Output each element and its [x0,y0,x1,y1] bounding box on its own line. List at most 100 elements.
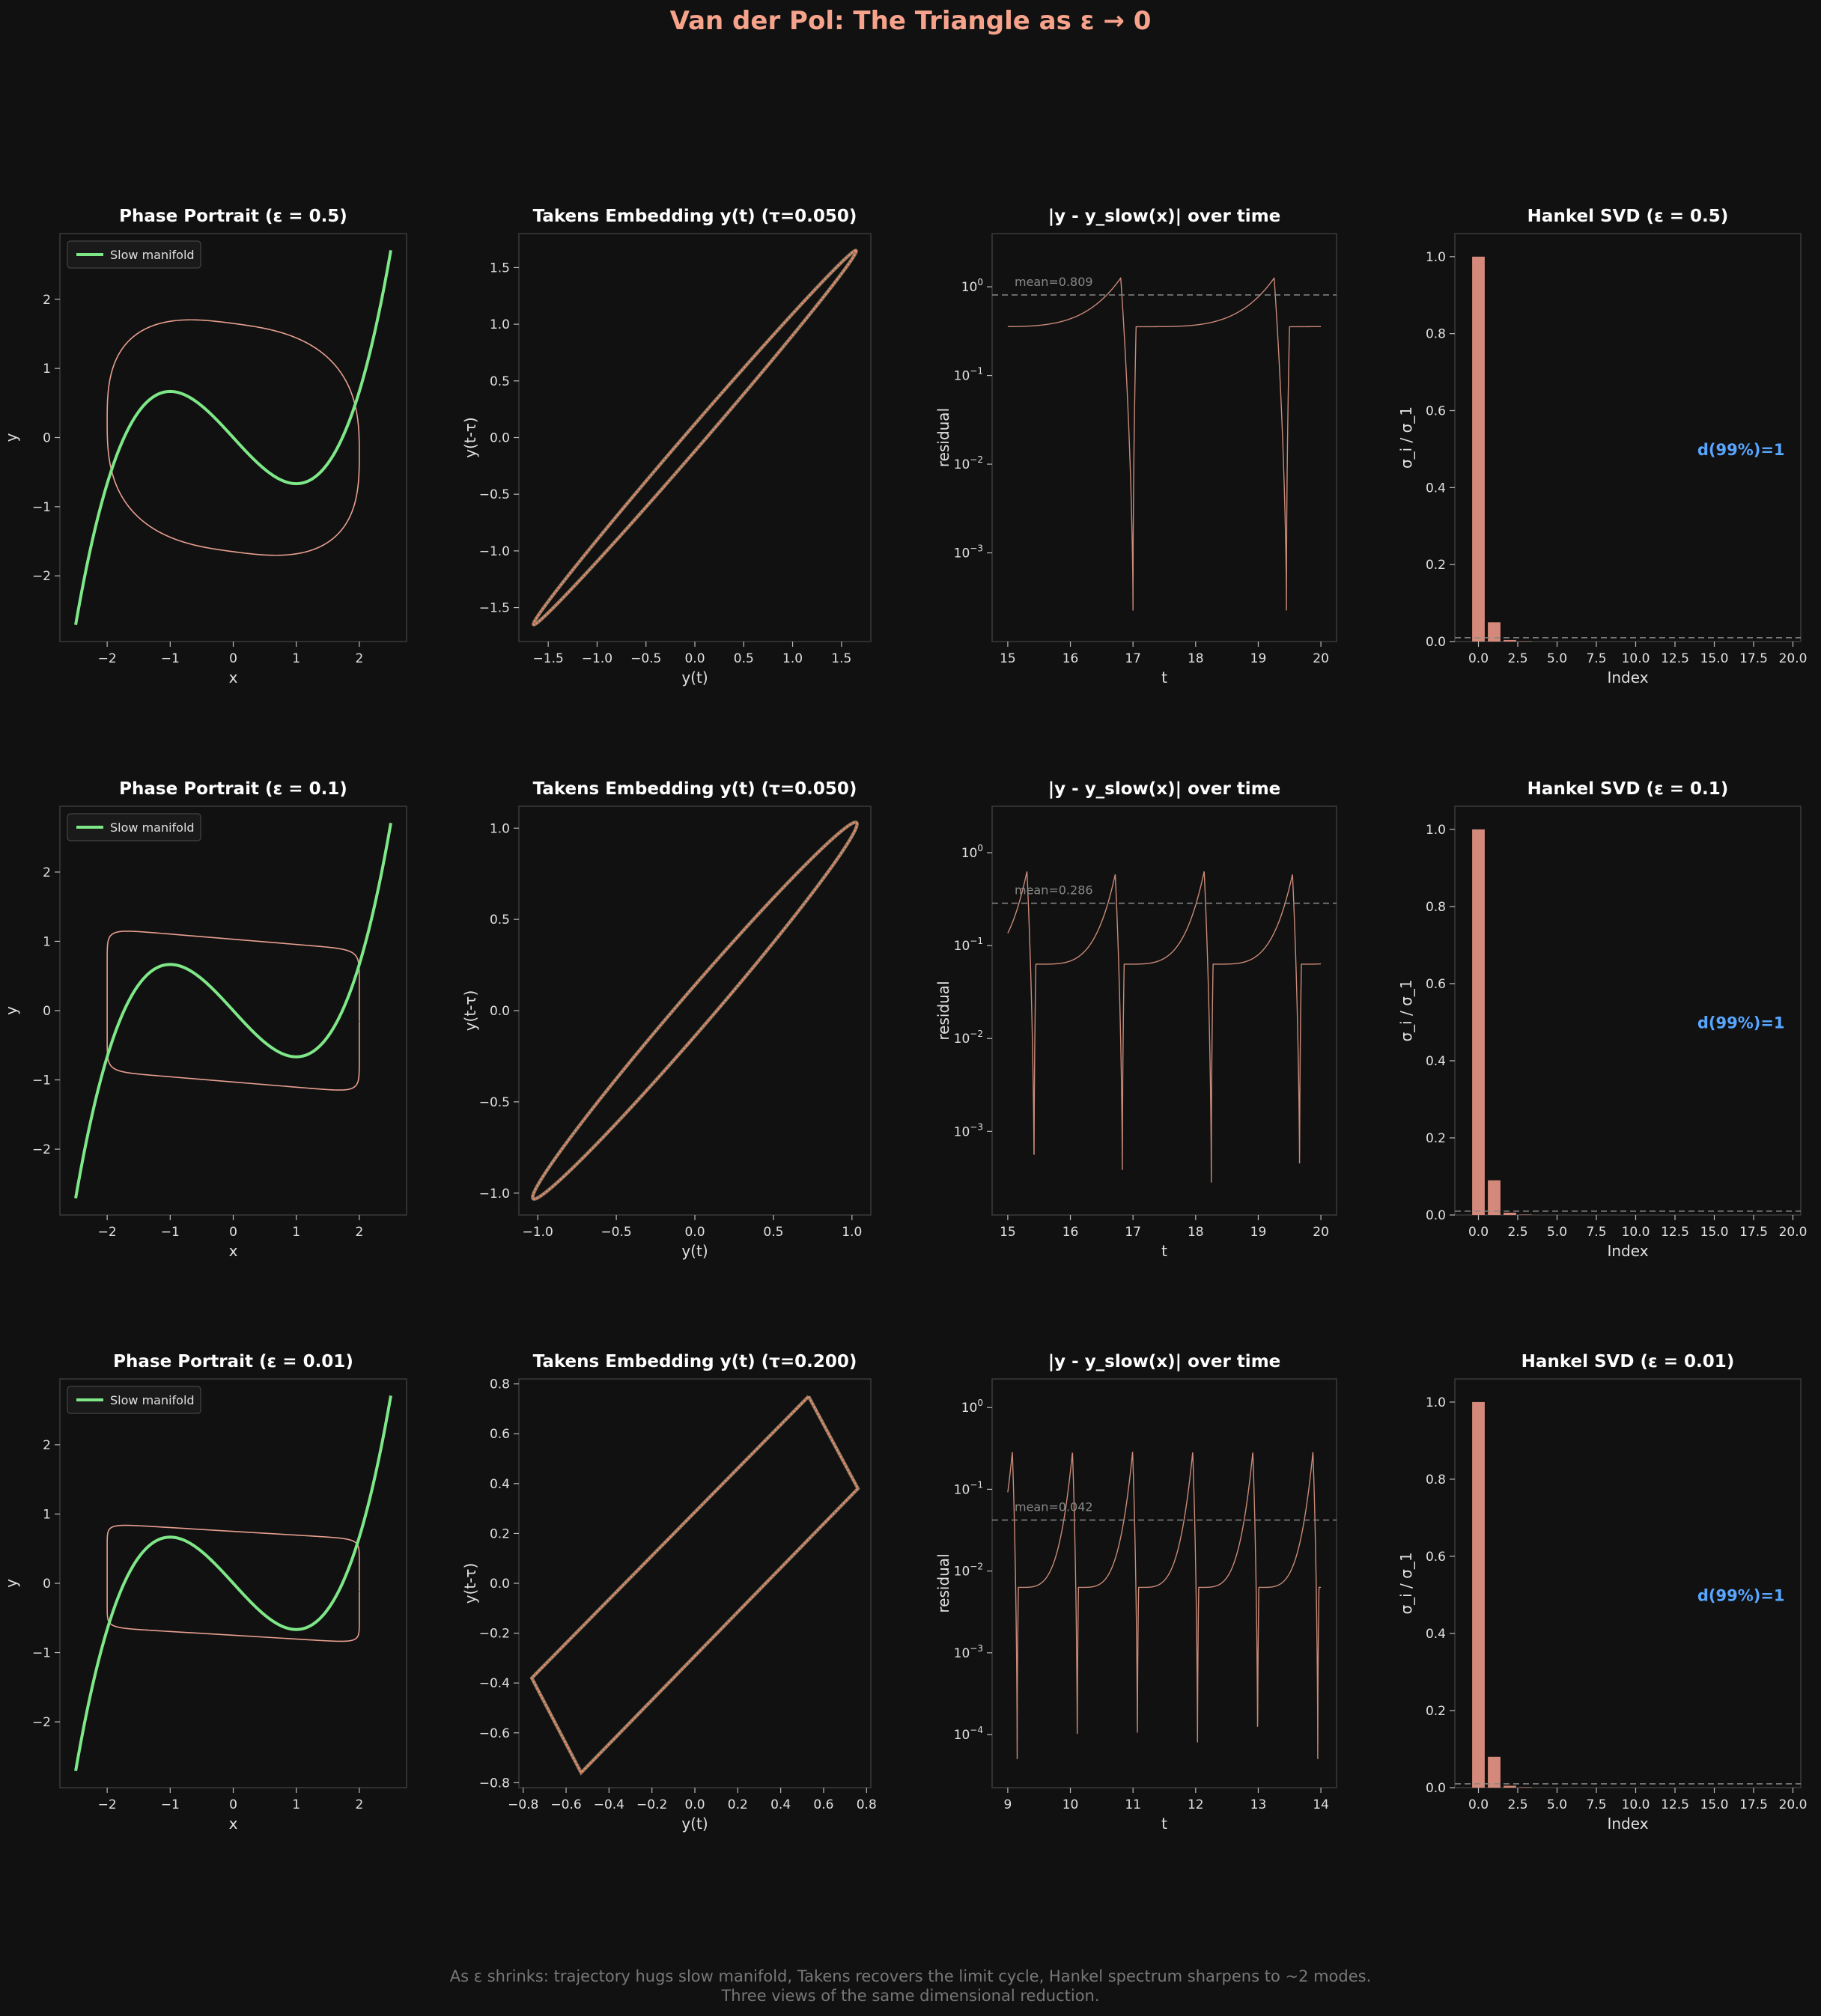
plot-area: mean=0.286 15 16 17 18 19 20 100 10−1 10−2 10−3 [954,843,1337,1240]
x-tick-label: 2 [355,1797,363,1812]
x-tick-label: −0.4 [594,1797,624,1812]
x-tick-label: 0.8 [857,1797,877,1812]
figure-caption: As ε shrinks: trajectory hugs slow manif… [0,1967,1821,2006]
y-tick-label: 0.5 [490,374,510,389]
svd-chart-row-1: d(99%)=1 0.0 2.5 5.0 7.5 10.0 12.5 15.0 17.5 20.0… [1397,207,1807,686]
y-tick-label: 10−2 [954,1029,983,1047]
y-tick-label: 0.8 [1426,327,1446,342]
x-tick-label: 12.5 [1661,1797,1689,1812]
y-tick-label: 0.4 [1426,481,1446,496]
y-tick-label: 0.5 [490,913,510,928]
residual-chart-row-2: mean=0.286 15 16 17 18 19 20 100 10−1 10−2 10−3 |y … [934,779,1337,1260]
y-axis-label: y(t-τ) [461,417,479,458]
embedding-glow [529,1395,860,1776]
y-tick-label: 100 [961,1398,983,1416]
x-tick-label: 20.0 [1779,651,1808,666]
y-tick-label: −0.5 [479,1095,510,1110]
x-tick-label: −0.2 [636,1797,667,1812]
mean-label: mean=0.042 [1015,1500,1093,1514]
x-axis-label: t [1161,669,1167,686]
y-tick-label: 0.4 [1426,1054,1446,1069]
x-tick-label: 0.0 [684,651,705,666]
y-tick-label: 0 [43,1577,51,1592]
x-tick-label: 17 [1125,1225,1141,1240]
plot-area: Slow manifold −2 −1 0 1 2 −2 −1 0 1 2 [32,1386,392,1812]
y-tick-label: 10−1 [954,366,983,384]
x-tick-label: −1.0 [523,1225,553,1240]
x-tick-label: 7.5 [1586,1797,1606,1812]
x-tick-label: −2 [98,1225,117,1240]
x-tick-label: 1 [292,1225,300,1240]
y-tick-label: 1.0 [1426,823,1446,838]
axes-frame [518,806,872,1216]
x-tick-label: −1 [161,1797,180,1812]
y-tick-label: −1.0 [479,544,510,559]
x-axis-label: y(t) [681,1815,708,1833]
plot-area: d(99%)=1 0.0 2.5 5.0 7.5 10.0 12.5 15.0 17.5 20.0… [1426,1395,1807,1812]
plot-area: mean=0.042 9 10 11 12 13 14 100 10−1 10−2 10−3 10−4 [954,1398,1337,1812]
subplot-title: Takens Embedding y(t) (τ=0.050) [533,779,857,799]
axes-frame [518,233,872,642]
x-tick-label: −1.0 [582,651,612,666]
x-tick-label: 0.0 [684,1225,705,1240]
y-tick-label: 10−3 [954,543,983,561]
y-tick-label: 0.8 [1426,900,1446,915]
y-tick-label: −0.6 [479,1726,510,1741]
y-tick-label: 1.0 [490,821,510,836]
x-tick-label: 11 [1125,1797,1141,1812]
legend: Slow manifold [67,813,201,841]
y-tick-label: 1.5 [490,261,510,275]
x-tick-label: 14 [1313,1797,1329,1812]
subplot-title: Phase Portrait (ε = 0.01) [113,1352,353,1371]
y-axis-label: σ_i / σ_1 [1397,406,1415,469]
y-tick-label: 1.0 [1426,250,1446,265]
y-tick-label: 1 [43,934,51,949]
y-tick-label: 0.6 [1426,404,1446,419]
axes-frame [1454,806,1802,1216]
y-tick-label: −1 [32,1646,51,1661]
x-tick-label: 19 [1250,651,1267,666]
subplot-title: Hankel SVD (ε = 0.01) [1521,1352,1735,1371]
x-tick-label: 13 [1250,1797,1267,1812]
x-tick-label: 20.0 [1779,1797,1808,1812]
svd-bar [1488,622,1501,642]
y-tick-label: −0.8 [479,1776,510,1791]
y-axis-label: residual [934,408,952,467]
y-tick-label: 0.0 [490,431,510,446]
x-axis-label: Index [1607,669,1648,686]
legend-label: Slow manifold [110,820,195,835]
x-tick-label: 17 [1125,651,1141,666]
x-tick-label: 0.2 [728,1797,748,1812]
slow-manifold-curve [74,823,392,1199]
y-tick-label: 0.6 [1426,1550,1446,1565]
y-tick-label: 0 [43,1004,51,1019]
x-tick-label: 0 [229,1225,237,1240]
x-tick-label: 5.0 [1547,1797,1567,1812]
mean-label: mean=0.286 [1015,883,1093,898]
x-axis-label: y(t) [681,669,708,686]
y-tick-label: 0.6 [1426,977,1446,992]
legend-box [67,813,201,841]
x-tick-label: 12.5 [1661,651,1689,666]
y-tick-label: 2 [43,865,51,880]
caption-line-2: Three views of the same dimensional redu… [721,1987,1100,2005]
y-tick-label: 0.6 [490,1427,510,1442]
y-tick-label: 0 [43,431,51,446]
subplot-title: Phase Portrait (ε = 0.5) [119,207,347,226]
x-tick-label: 15.0 [1700,651,1729,666]
y-tick-label: 10−1 [954,1479,983,1497]
y-tick-label: −1 [32,1074,51,1088]
x-tick-label: −2 [98,651,117,666]
y-axis-label: y(t-τ) [461,990,479,1032]
x-axis-label: y(t) [681,1242,708,1260]
y-tick-label: −2 [32,1715,51,1730]
plot-area: d(99%)=1 0.0 2.5 5.0 7.5 10.0 12.5 15.0 17.5 20.0… [1426,823,1807,1240]
y-tick-label: 0.2 [1426,1131,1446,1146]
x-tick-label: 18 [1188,651,1204,666]
x-tick-label: 10 [1062,1797,1079,1812]
x-tick-label: 0.6 [813,1797,833,1812]
svd-bar [1519,641,1532,642]
x-tick-label: −0.5 [601,1225,631,1240]
y-axis-label: σ_i / σ_1 [1397,1552,1415,1614]
x-tick-label: −1.5 [533,651,564,666]
